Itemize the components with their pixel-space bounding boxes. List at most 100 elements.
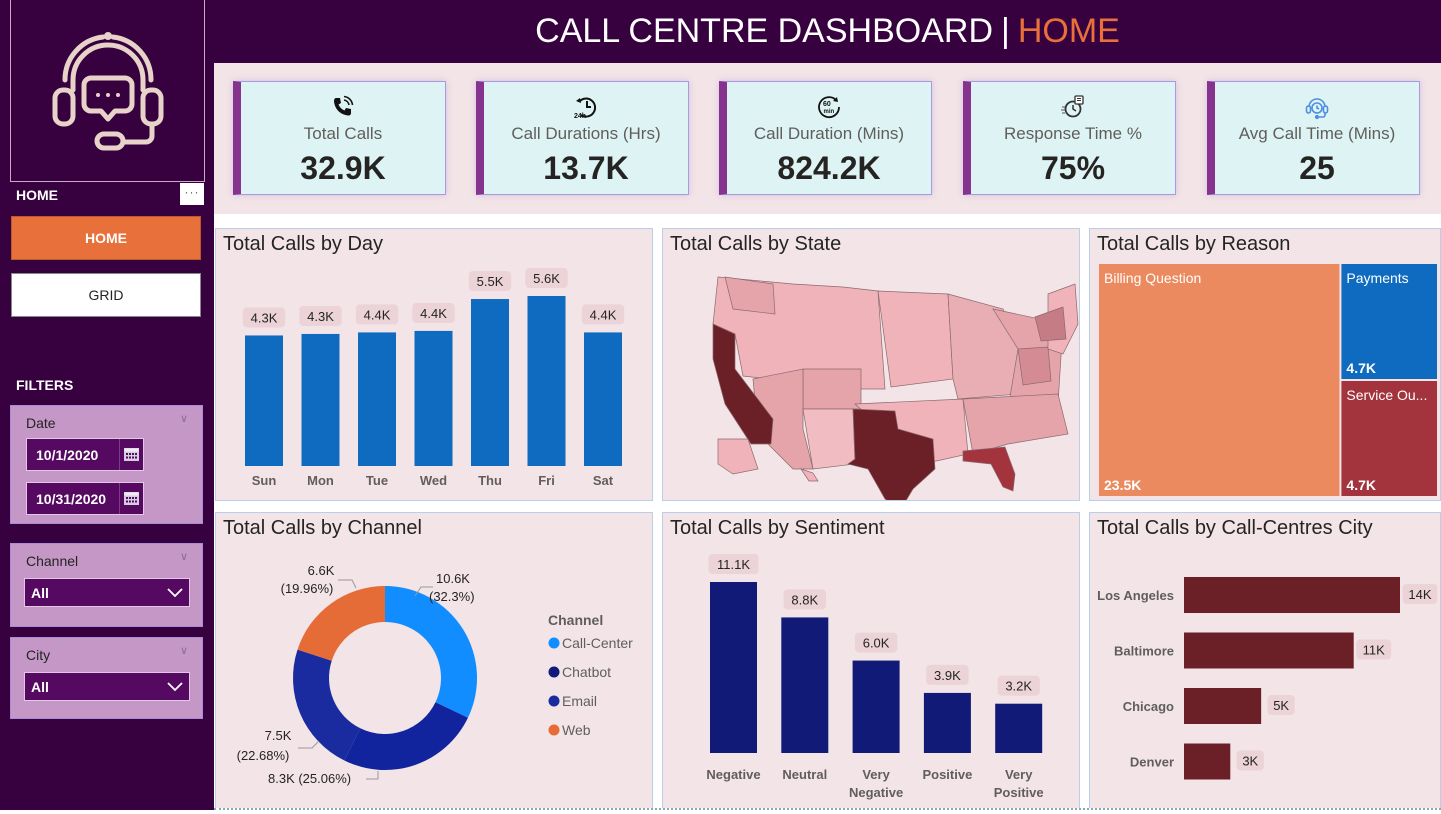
city-slicer: City ∨ All [10,637,203,719]
panel-calls-by-city: Total Calls by Call-Centres City Los Ang… [1089,512,1441,810]
map-region-florida[interactable] [962,446,1016,492]
page-header: CALL CENTRE DASHBOARD | HOME [214,0,1441,63]
chart-title: Total Calls by Channel [223,517,422,539]
slice-pct-label: (22.68%) [237,748,290,763]
x-axis-label: Mon [307,473,334,488]
sidebar: HOME ··· HOME GRID FILTERS Date ∨ 10/1/2… [0,0,214,810]
bar-city [1184,743,1231,780]
slice-value-label: 8.3K (25.06%) [268,771,351,786]
channel-slicer: Channel ∨ All [10,543,203,627]
chart-title: Total Calls by Call-Centres City [1097,517,1373,539]
map-region-plains[interactable] [877,290,954,388]
channel-dropdown-value: All [31,584,49,601]
donut-slice-email [293,649,361,761]
bar-value-label: 4.3K [307,309,334,324]
bar-value-label: 11.1K [717,557,750,572]
city-dropdown[interactable]: All [24,672,190,701]
bar-value-label: 4.4K [590,307,617,322]
treemap-tile-value: 4.7K [1346,360,1376,376]
kpi-value: 25 [1299,150,1335,186]
start-date-value[interactable]: 10/1/2020 [36,446,99,463]
nav-home-button[interactable]: HOME [11,216,201,260]
bar-value-label: 4.4K [420,306,447,321]
data-label-bg [926,664,969,685]
treemap-tile-name: Payments [1346,270,1408,286]
treemap-tile [1341,264,1437,379]
bar-sentiment [710,582,757,753]
slice-value-label: 7.5K [265,728,292,743]
y-axis-label: Denver [1130,755,1174,770]
kpi-label: Response Time % [1004,124,1142,143]
kpi-value: 824.2K [777,150,881,186]
kpi-card-response-time: Response Time % 75% [963,81,1176,195]
end-date-input[interactable]: 10/31/2020 [26,482,144,515]
kpi-label: Total Calls [303,124,383,143]
treemap-tile-name: Billing Question [1104,270,1201,286]
bar-value-label: 3K [1242,754,1258,769]
treemap-tile [1341,381,1437,496]
x-axis-label: Negative [706,767,760,782]
leader-line [366,771,379,780]
slice-pct-label: (32.3%) [429,589,475,604]
map-region-texas[interactable] [847,408,936,500]
section-divider [214,214,1441,228]
start-date-input[interactable]: 10/1/2020 [26,438,144,471]
legend-item-label: Web [562,722,591,738]
bar-sentiment [852,660,900,753]
map-region-ohio[interactable] [1017,346,1052,386]
map-region-alaska[interactable] [717,438,759,475]
map-region-hawaii[interactable] [800,468,819,482]
bar-sat [584,332,622,466]
data-label-bg [854,632,898,653]
date-slicer: Date ∨ 10/1/2020 10/31/2020 [10,405,203,524]
map-region-colorado[interactable] [802,368,862,410]
bar-value-label: 14K [1408,587,1431,602]
kpi-card-call-durations-hrs: 24h Call Durations (Hrs) 13.7K [476,81,689,195]
chart-title: Total Calls by Reason [1097,233,1291,255]
data-label-bg [412,302,455,323]
channel-slicer-title: Channel [26,553,79,569]
map-region-washington[interactable] [724,276,776,315]
donut-slice-chatbot [344,702,468,770]
data-label-bg [468,271,512,292]
data-label-bg [299,305,342,326]
calendar-icon[interactable] [119,439,143,470]
logo-box [10,0,205,182]
x-axis-label: Negative [849,785,903,800]
60-min-timer-icon: 60 min [816,94,842,120]
data-label-bg [525,268,568,288]
us-states-map[interactable] [663,229,1079,500]
chevron-down-icon [167,681,183,691]
phone-ringing-icon [331,94,355,120]
data-label-bg [997,675,1040,696]
map-region-southeast[interactable] [962,393,1069,455]
nav-grid-button[interactable]: GRID [11,273,201,317]
24h-clock-icon: 24h [573,94,599,120]
chevron-down-icon[interactable]: ∨ [179,645,188,657]
chevron-down-icon[interactable]: ∨ [179,551,188,563]
map-region-midwest[interactable] [947,293,1024,400]
calls-by-city-chart: Los Angeles 14K Baltimore 11K Chicago 5K Denve… [1097,577,1438,780]
map-region-california[interactable] [712,323,774,445]
bar-sentiment [923,692,971,753]
chevron-down-icon[interactable]: ∨ [179,413,188,425]
x-axis-label: Sun [252,473,277,488]
channel-dropdown[interactable]: All [24,578,190,607]
calls-by-sentiment-chart: 11.1K Negative 8.8K Neutral 6.0K Very Negative… [706,554,1044,800]
x-axis-label: Fri [538,473,555,488]
bar-wed [414,330,453,466]
svg-text:24h: 24h [574,113,586,120]
kpi-strip: Total Calls 32.9K 24h Call Durations (Hr… [214,63,1441,214]
chart-title: Total Calls by Sentiment [670,517,885,539]
end-date-value[interactable]: 10/31/2020 [36,490,107,507]
data-label-bg [242,307,286,328]
calendar-icon[interactable] [119,483,143,514]
x-axis-label: Tue [366,473,388,488]
slice-pct-label: (19.96%) [281,581,334,596]
map-region-new-york[interactable] [1034,306,1067,342]
kpi-label: Call Duration (Mins) [753,124,905,143]
more-options-button[interactable]: ··· [180,183,204,205]
data-label-bg [783,589,826,610]
panel-calls-by-day: Total Calls by Day 4.3K Sun 4.3K Mon 4.4K Tue… [215,228,653,501]
